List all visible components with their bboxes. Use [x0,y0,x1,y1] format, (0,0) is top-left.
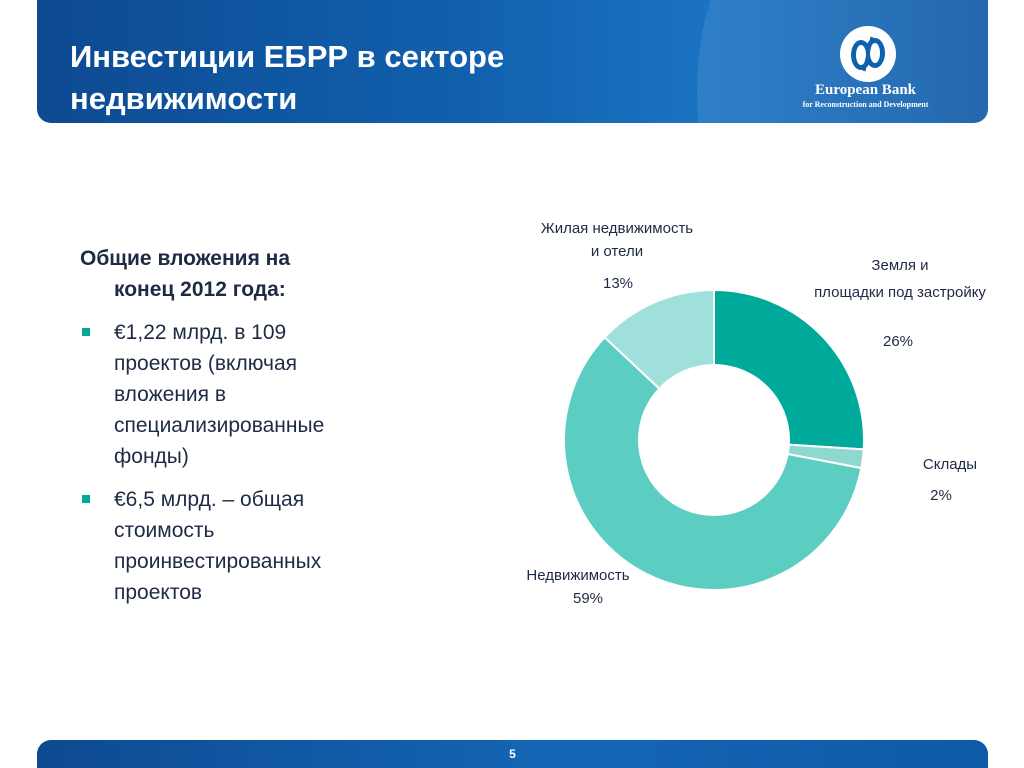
page-number: 5 [509,747,516,761]
bullet-1-line-1: €1,22 млрд. в 109 [114,321,287,344]
header-banner: Инвестиции ЕБРР в секторе недвижимости E… [37,0,988,123]
footer-bar: 5 [37,740,988,768]
slice-label-land: Земля и [871,257,928,274]
slice-value-real-estate: 59% [573,590,603,607]
summary-heading: Общие вложения на конец 2012 года: [80,243,380,305]
slide-title-line-1: Инвестиции ЕБРР в секторе [70,39,505,74]
bullet-2-line-3: проинвестированных [114,550,322,573]
slice-value-warehouses: 2% [930,487,952,504]
slice-label-residential: Жилая недвижимость [541,220,693,237]
logo-subtitle: for Reconstruction and Development [802,100,929,109]
summary-heading-line-2: конец 2012 года: [114,278,286,301]
slice-value-land: 26% [883,333,913,350]
summary-bullet-2: €6,5 млрд. – общая стоимость проинвестир… [80,484,380,608]
logo-name: European Bank [814,82,916,98]
slice-label-land-line-2: площадки под застройку [814,284,986,301]
slice-label-warehouses: Склады [923,456,977,473]
bullet-1-line-3: вложения в [114,383,227,406]
slide-title-line-2: недвижимости [70,81,298,116]
bullet-2-line-4: проектов [114,581,203,604]
bullet-square-icon [82,328,90,336]
slice-label-residential-line-2: и отели [591,243,643,260]
slice-value-residential: 13% [603,275,633,292]
bullet-1-line-2: проектов (включая [114,352,297,375]
ebrd-logo-mark-icon [840,26,896,82]
summary-heading-line-1: Общие вложения на [80,247,291,270]
bullet-1-line-5: фонды) [114,445,189,468]
summary-block: Общие вложения на конец 2012 года: €1,22… [80,243,380,608]
slide-title: Инвестиции ЕБРР в секторе недвижимости [70,36,630,120]
donut-hole [638,364,790,516]
bullet-square-icon [82,495,90,503]
ebrd-logo: European Bank for Reconstruction and Dev… [779,20,979,112]
bullet-2-line-2: стоимость [114,519,215,542]
bullet-1-line-4: специализированные [114,414,325,437]
bullet-2-line-1: €6,5 млрд. – общая [114,488,305,511]
summary-bullet-1: €1,22 млрд. в 109 проектов (включая влож… [80,317,380,472]
slice-label-real-estate: Недвижимость [526,567,629,584]
